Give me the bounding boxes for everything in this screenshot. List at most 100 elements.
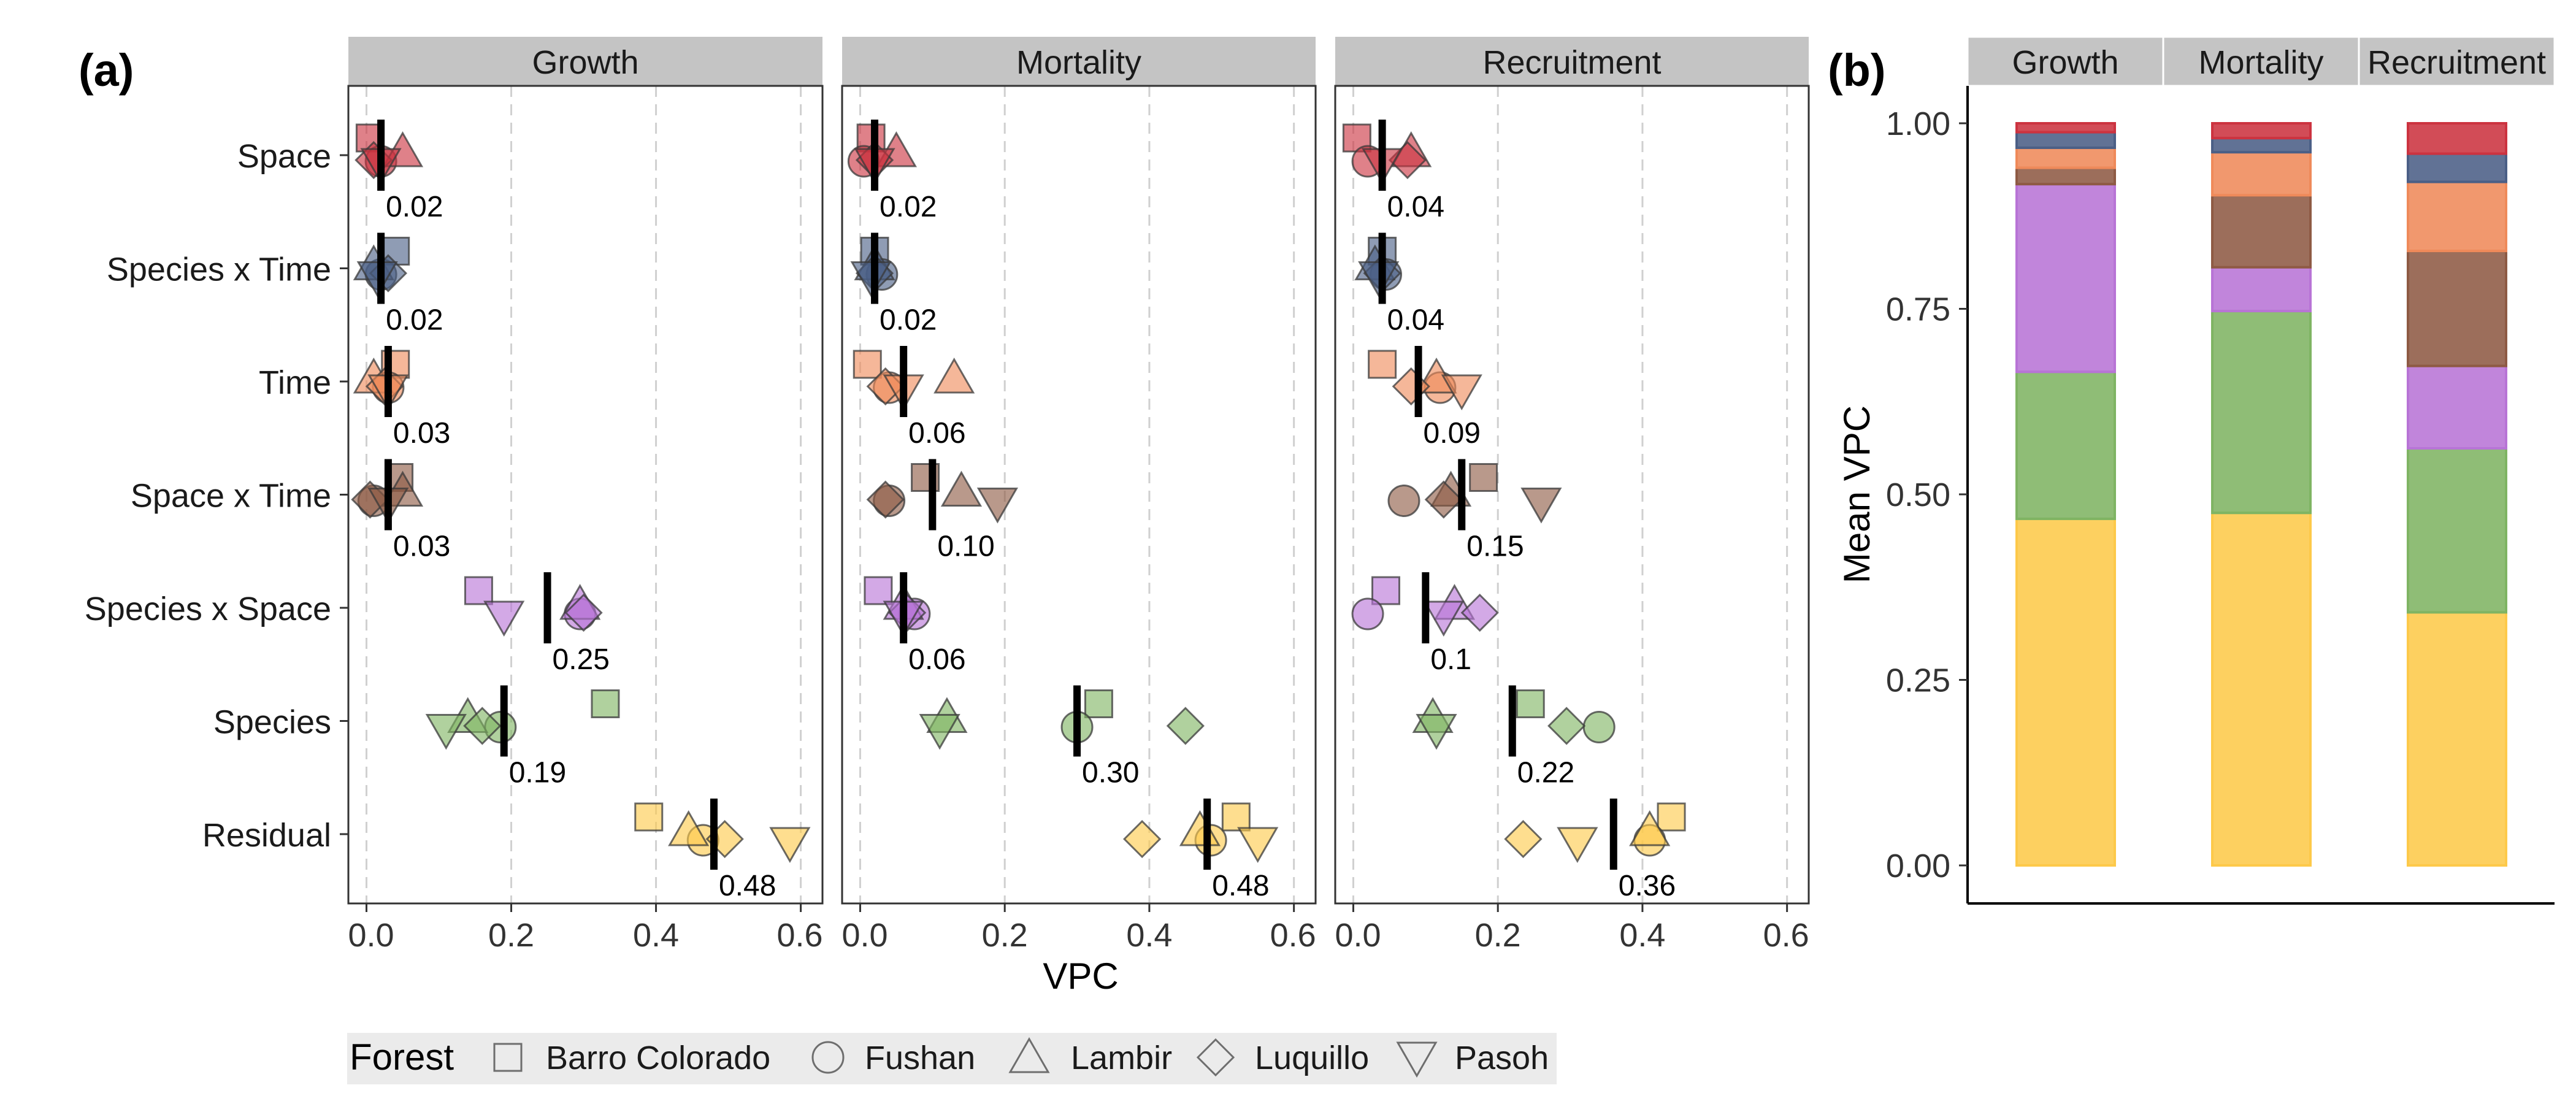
point-barro-colorado: [1368, 350, 1397, 379]
point-luquillo: [1460, 593, 1499, 632]
bar-segment-space-x-time: [2015, 166, 2116, 186]
stacked-bar-growth: [2015, 122, 2116, 867]
legend-label: Fushan: [865, 1040, 975, 1076]
row-residual: 0.48: [1123, 799, 1279, 902]
legend-background: [347, 1033, 1557, 1084]
median-label: 0.19: [509, 757, 566, 789]
stacked-bar-panel: Growth Mortality Recruitment 0.00 0.25 0.50 0.…: [1836, 36, 2556, 905]
legend-item-lambir: Lambir: [1008, 1037, 1172, 1076]
bar-segment-species: [2015, 370, 2116, 520]
point-pasoh: [1423, 600, 1465, 637]
legend-item-pasoh: Pasoh: [1396, 1040, 1549, 1078]
row-space-x-time: 0.10: [866, 459, 1018, 563]
facet-title: Mortality: [1016, 44, 1141, 81]
point-barro-colorado: [591, 689, 620, 718]
median-label: 0.48: [719, 870, 776, 902]
panel-a-label: (a): [79, 45, 134, 96]
point-fushan: [1582, 711, 1616, 743]
row-time: 0.06: [853, 346, 975, 450]
bar-y-tick-label: 0.75: [1886, 291, 1950, 328]
y-tick-label-species-x-time: Species x Time: [107, 251, 331, 288]
legend-item-luquillo: Luquillo: [1196, 1038, 1369, 1077]
x-tick-label: 0.2: [488, 917, 534, 954]
bar-y-tick-label: 0.00: [1886, 848, 1950, 884]
point-pasoh: [425, 714, 467, 750]
x-tick-label: 0.6: [1270, 917, 1316, 954]
point-luquillo: [1424, 480, 1463, 519]
x-tick-label: 0.2: [982, 917, 1028, 954]
point-luquillo: [564, 593, 603, 632]
bar-segment-species-x-time: [2015, 131, 2116, 149]
bar-segment-space: [2211, 122, 2312, 140]
legend-title: Forest: [350, 1037, 454, 1078]
row-species-x-space: 0.06: [864, 572, 966, 676]
legend-label: Pasoh: [1455, 1040, 1549, 1076]
bar-segment-time: [2015, 146, 2116, 169]
bar-y-tick-label: 0.25: [1886, 662, 1950, 699]
row-time: 0.09: [1368, 346, 1482, 450]
x-tick-label: 0.4: [1126, 917, 1172, 954]
row-time: 0.03: [353, 346, 450, 450]
row-species-x-time: 0.04: [1354, 232, 1444, 337]
dot-plot-panels: Growth 0.0 0.2 0.4 0.6 0.02 0.02 0.03 0.03 0.25 0.…: [347, 37, 1810, 954]
bar-segment-space: [2015, 122, 2116, 134]
row-residual: 0.48: [634, 799, 811, 902]
point-pasoh: [483, 600, 525, 637]
bar-segment-species: [2211, 310, 2312, 515]
median-label: 0.09: [1424, 417, 1481, 450]
stacked-bar-recruitment: [2407, 122, 2507, 867]
row-species-x-space: 0.25: [464, 572, 610, 676]
bar-segment-time: [2211, 151, 2312, 197]
x-tick-label: 0.6: [1763, 917, 1809, 954]
median-label: 0.10: [937, 531, 994, 563]
stacked-bar-mortality: [2211, 122, 2312, 867]
point-pasoh: [769, 827, 811, 864]
median-label: 0.04: [1387, 304, 1444, 337]
point-pasoh: [1441, 374, 1482, 411]
legend-label: Luquillo: [1255, 1040, 1369, 1076]
point-pasoh: [1237, 827, 1279, 864]
row-species-x-time: 0.02: [353, 232, 443, 337]
legend-square-icon: [493, 1043, 523, 1072]
bar-strip-cell: [2358, 36, 2556, 87]
point-lambir: [933, 357, 975, 394]
y-tick-label-species: Species: [213, 704, 331, 741]
facet-title: Recruitment: [1482, 44, 1661, 81]
panel-b-label: (b): [1828, 45, 1886, 96]
x-tick-label: 0.4: [1619, 917, 1665, 954]
row-species-x-time: 0.02: [850, 232, 937, 337]
forest-legend: Forest Barro Colorado Fushan Lambir Luquillo…: [347, 1033, 1557, 1084]
y-tick-label-time: Time: [259, 364, 331, 401]
median-label: 0.02: [880, 191, 937, 223]
point-barro-colorado: [1221, 802, 1251, 832]
median-label: 0.1: [1430, 643, 1471, 676]
bar-strip-cell: [2162, 36, 2360, 87]
legend-label: Barro Colorado: [546, 1040, 770, 1076]
facet-growth: Growth 0.0 0.2 0.4 0.6 0.02 0.02 0.03 0.03 0.25 0.…: [347, 37, 824, 954]
point-barro-colorado: [1657, 802, 1686, 832]
bar-segment-species-x-time: [2407, 152, 2507, 183]
bar-segment-species: [2407, 447, 2507, 614]
y-tick-label-space-x-time: Space x Time: [131, 478, 331, 515]
point-barro-colorado: [1516, 689, 1545, 718]
bar-segment-time: [2407, 180, 2507, 253]
bar-segment-species-x-space: [2015, 183, 2116, 374]
y-tick-label-space: Space: [237, 138, 331, 175]
row-species: 0.19: [425, 685, 620, 789]
x-tick-label: 0.6: [777, 917, 823, 954]
facet-frame: [1334, 85, 1810, 905]
row-species: 0.22: [1412, 685, 1616, 789]
x-tick-label: 0.0: [348, 917, 394, 954]
point-luquillo: [463, 707, 502, 745]
point-pasoh: [1520, 488, 1562, 524]
legend-item-barro-colorado: Barro Colorado: [493, 1040, 770, 1076]
point-barro-colorado: [464, 576, 493, 605]
point-pasoh: [1416, 714, 1457, 750]
x-tick-label: 0.0: [1335, 917, 1381, 954]
point-luquillo: [1166, 707, 1205, 745]
bar-segment-space-x-time: [2407, 250, 2507, 367]
median-label: 0.03: [393, 531, 450, 563]
bar-segment-space: [2407, 122, 2507, 155]
point-pasoh: [919, 714, 960, 750]
facet-title: Growth: [532, 44, 638, 81]
